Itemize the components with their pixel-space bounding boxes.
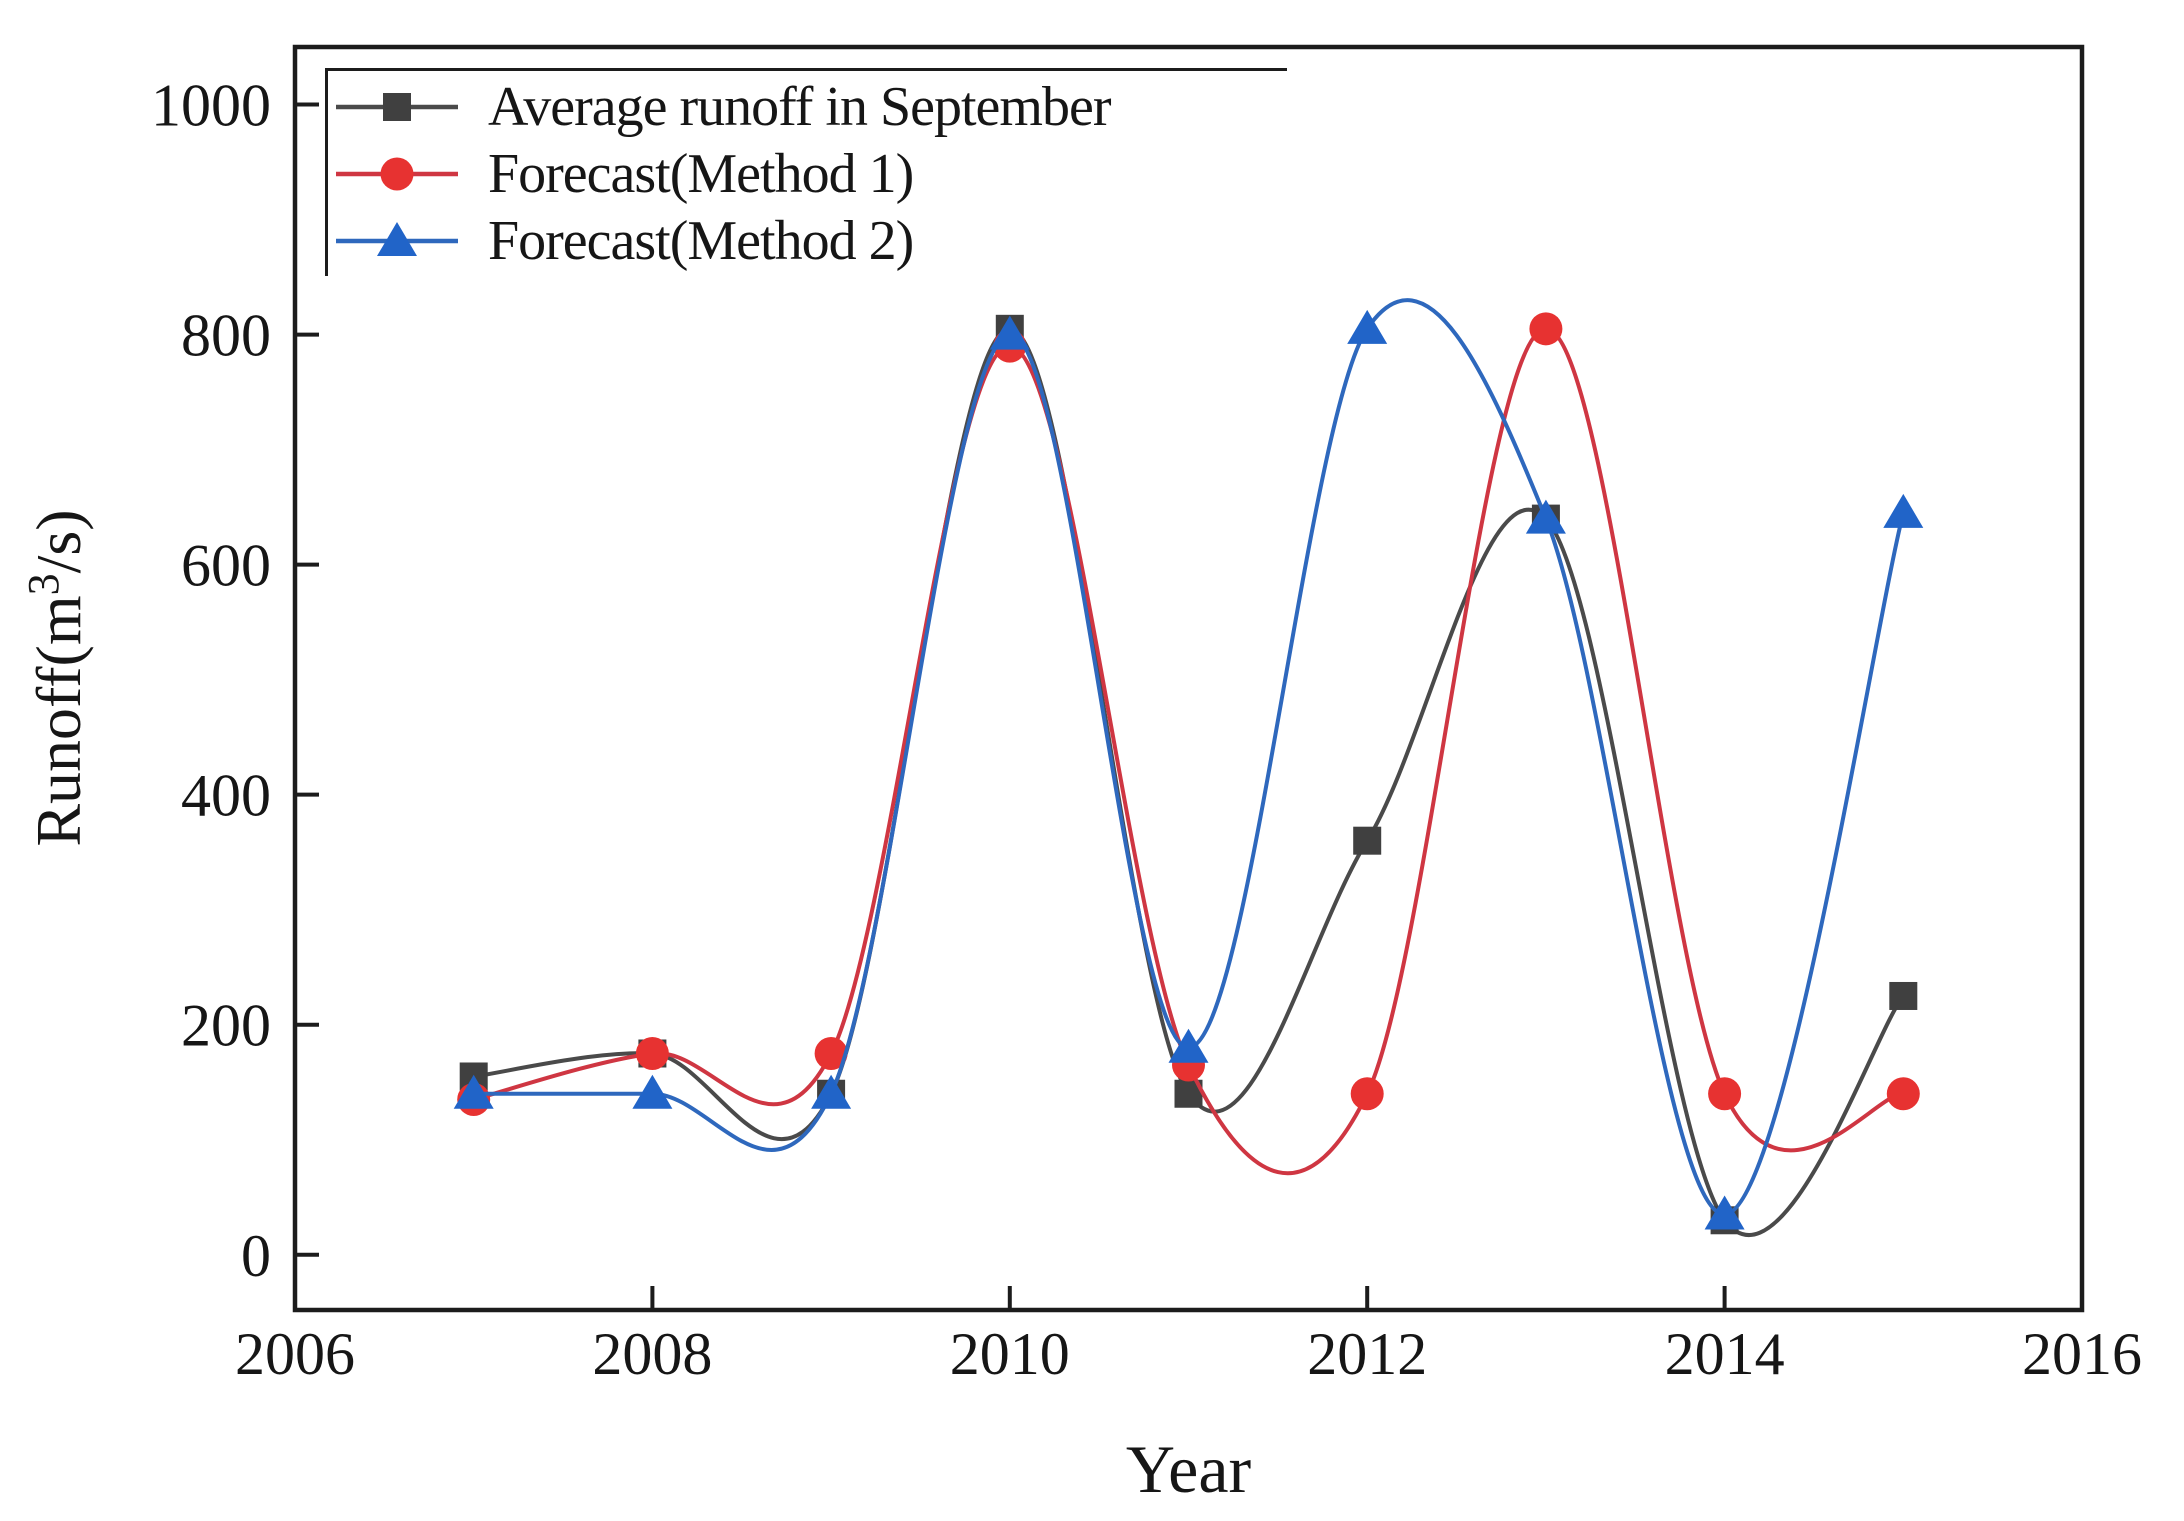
data-point-square — [1889, 981, 1918, 1010]
data-point-triangle — [989, 315, 1030, 350]
legend-triangle — [377, 221, 417, 256]
y-tick-label: 600 — [181, 533, 271, 599]
data-point-triangle — [1883, 493, 1924, 528]
legend-label: Forecast(Method 2) — [488, 209, 914, 272]
data-point-triangle — [1168, 1028, 1209, 1063]
triangle-marker-icon — [336, 221, 458, 256]
legend-entry-forecast-method-2: Forecast(Method 2) — [332, 207, 1287, 274]
data-point-circle — [1886, 1077, 1920, 1111]
legend: Average runoff in September Forecast(Met… — [325, 68, 1287, 276]
data-point-triangle — [1525, 499, 1566, 534]
square-marker-icon — [336, 92, 458, 121]
data-point-triangle — [1347, 309, 1388, 344]
x-tick-label: 2006 — [235, 1321, 355, 1387]
y-tick-label: 800 — [181, 303, 271, 369]
data-point-circle — [1529, 312, 1563, 346]
x-tick-label: 2016 — [2022, 1321, 2142, 1387]
series-triangle — [453, 298, 1924, 1230]
y-tick-label: 1000 — [151, 73, 271, 139]
y-tick-label: 200 — [181, 993, 271, 1059]
legend-label: Average runoff in September — [488, 75, 1111, 138]
plot-frame — [292, 44, 2085, 1313]
data-point-triangle — [811, 1074, 852, 1109]
x-tick-label: 2008 — [592, 1321, 712, 1387]
legend-label: Forecast(Method 1) — [488, 142, 914, 205]
data-point-triangle — [1704, 1195, 1745, 1230]
legend-entry-forecast-method-1: Forecast(Method 1) — [332, 140, 1287, 207]
data-point-circle — [814, 1036, 848, 1070]
x-tick-label: 2012 — [1307, 1321, 1427, 1387]
circle-marker-icon — [336, 157, 458, 190]
y-axis-title: Runoff(m3/s) — [19, 509, 94, 846]
x-tick-label: 2010 — [950, 1321, 1070, 1387]
x-tick-label: 2014 — [1665, 1321, 1785, 1387]
y-tick-label: 0 — [241, 1223, 271, 1289]
series-square — [459, 314, 1918, 1237]
data-point-triangle — [453, 1074, 494, 1109]
legend-entry-average-runoff: Average runoff in September — [332, 73, 1287, 140]
y-tick-label: 400 — [181, 763, 271, 829]
x-axis-title: Year — [1126, 1431, 1252, 1507]
data-point-triangle — [632, 1074, 673, 1109]
legend-square — [383, 92, 411, 121]
series-line — [471, 326, 1906, 1176]
legend-circle — [380, 157, 414, 190]
data-point-circle — [635, 1036, 669, 1070]
data-point-circle — [1708, 1077, 1742, 1111]
data-point-square — [1353, 826, 1382, 855]
data-point-circle — [1350, 1077, 1384, 1111]
